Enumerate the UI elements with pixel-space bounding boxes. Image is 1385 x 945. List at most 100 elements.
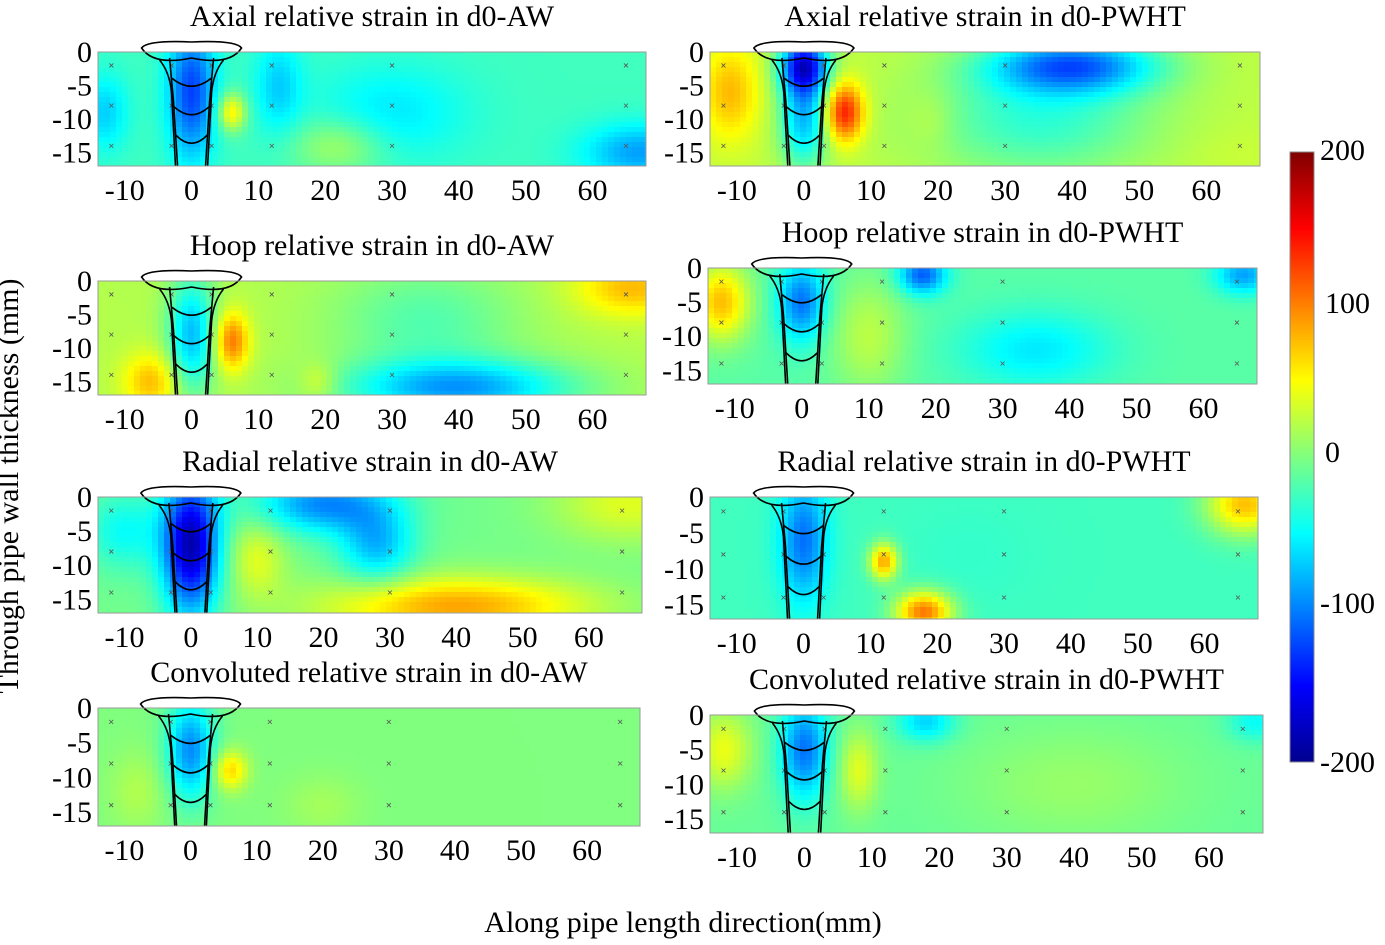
- heatmap-cell: [152, 82, 159, 88]
- heatmap-cell: [326, 301, 333, 307]
- heatmap-cell: [110, 281, 117, 287]
- heatmap-cell: [560, 62, 567, 68]
- heatmap-cell: [638, 291, 645, 297]
- heatmap-cell: [1136, 137, 1143, 143]
- heatmap-cell: [974, 162, 981, 166]
- heatmap-cell: [560, 301, 567, 307]
- heatmap-cell: [746, 122, 753, 128]
- heatmap-cell: [296, 107, 303, 113]
- heatmap-cell: [164, 137, 171, 143]
- heatmap-cell: [1190, 67, 1197, 73]
- heatmap-cell: [1082, 162, 1089, 166]
- heatmap-cell: [716, 67, 723, 73]
- heatmap-cell: [1244, 77, 1251, 83]
- heatmap-cell: [1004, 147, 1011, 153]
- heatmap-cell: [1160, 137, 1167, 143]
- heatmap-cell: [998, 92, 1005, 98]
- heatmap-cell: [938, 97, 945, 103]
- heatmap-cell: [584, 286, 591, 292]
- heatmap-cell: [584, 162, 591, 166]
- heatmap-cell: [806, 67, 813, 73]
- heatmap-cell: [944, 147, 951, 153]
- heatmap-cell: [644, 142, 646, 148]
- heatmap-cell: [260, 127, 267, 133]
- heatmap-cell: [806, 107, 813, 113]
- heatmap-cell: [326, 137, 333, 143]
- heatmap-cell: [830, 82, 837, 88]
- heatmap-cell: [974, 77, 981, 83]
- heatmap-cell: [590, 87, 597, 93]
- heatmap-cell: [506, 142, 513, 148]
- heatmap-cell: [620, 162, 627, 166]
- heatmap-cell: [416, 162, 423, 166]
- heatmap-cell: [434, 82, 441, 88]
- heatmap-cell: [158, 142, 165, 148]
- heatmap-cell: [494, 127, 501, 133]
- heatmap-cell: [926, 72, 933, 78]
- heatmap-cell: [842, 82, 849, 88]
- heatmap-cell: [1052, 82, 1059, 88]
- heatmap-cell: [638, 132, 645, 138]
- heatmap-cell: [800, 122, 807, 128]
- heatmap-cell: [464, 52, 471, 58]
- heatmap-cell: [506, 82, 513, 88]
- heatmap-cell: [848, 152, 855, 158]
- heatmap-cell: [308, 281, 315, 287]
- heatmap-cell: [608, 281, 615, 287]
- heatmap-cell: [986, 137, 993, 143]
- heatmap-cell: [1196, 77, 1203, 83]
- heatmap-cell: [854, 152, 861, 158]
- heatmap-cell: [1148, 112, 1155, 118]
- heatmap-cell: [734, 127, 741, 133]
- heatmap-cell: [122, 311, 129, 317]
- heatmap-cell: [98, 132, 105, 138]
- heatmap-cell: [842, 122, 849, 128]
- heatmap-cell: [1004, 122, 1011, 128]
- heatmap-cell: [836, 97, 843, 103]
- heatmap-cell: [158, 82, 165, 88]
- heatmap-cell: [788, 82, 795, 88]
- measurement-point: [721, 63, 726, 68]
- heatmap-cell: [428, 291, 435, 297]
- heatmap-cell: [1082, 147, 1089, 153]
- heatmap-cell: [1046, 122, 1053, 128]
- heatmap-cell: [632, 137, 639, 143]
- heatmap-cell: [890, 157, 897, 163]
- heatmap-cell: [590, 77, 597, 83]
- heatmap-cell: [566, 286, 573, 292]
- heatmap-cell: [914, 72, 921, 78]
- heatmap-cell: [1070, 112, 1077, 118]
- heatmap-cell: [968, 132, 975, 138]
- heatmap-cell: [1106, 112, 1113, 118]
- heatmap-cell: [500, 137, 507, 143]
- heatmap-cell: [740, 122, 747, 128]
- heatmap-cell: [944, 67, 951, 73]
- heatmap-cell: [746, 77, 753, 83]
- heatmap-cell: [206, 316, 213, 322]
- heatmap-cell: [908, 137, 915, 143]
- heatmap-cell: [248, 57, 255, 63]
- heatmap-cell: [1166, 62, 1173, 68]
- heatmap-cell: [740, 107, 747, 113]
- heatmap-cell: [542, 62, 549, 68]
- heatmap-cell: [1070, 72, 1077, 78]
- heatmap-cell: [1226, 132, 1233, 138]
- heatmap-cell: [476, 77, 483, 83]
- heatmap-cell: [758, 67, 765, 73]
- heatmap-cell: [644, 72, 646, 78]
- heatmap-cell: [836, 112, 843, 118]
- heatmap-cell: [1076, 87, 1083, 93]
- heatmap-cell: [488, 102, 495, 108]
- heatmap-cell: [1256, 152, 1260, 158]
- heatmap-cell: [992, 97, 999, 103]
- heatmap-cell: [218, 142, 225, 148]
- heatmap-cell: [230, 137, 237, 143]
- heatmap-cell: [314, 72, 321, 78]
- weld-outline: [140, 40, 243, 167]
- heatmap-cell: [758, 142, 765, 148]
- heatmap-cell: [422, 132, 429, 138]
- heatmap-cell: [410, 157, 417, 163]
- heatmap-cell: [494, 147, 501, 153]
- heatmap-cell: [134, 77, 141, 83]
- heatmap-cell: [776, 147, 783, 153]
